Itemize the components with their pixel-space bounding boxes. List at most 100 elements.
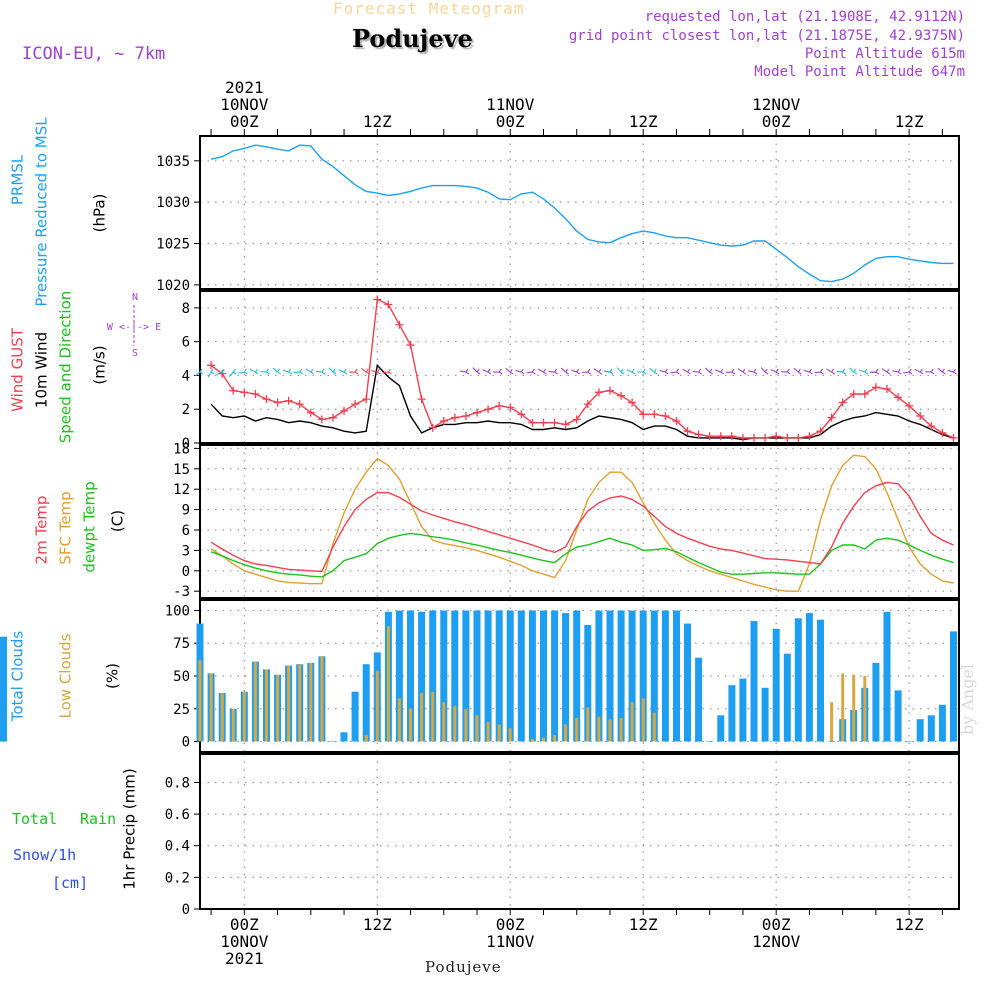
gust-marker xyxy=(484,405,493,414)
x-tick-label-top: 12Z xyxy=(629,112,658,131)
gust-marker xyxy=(262,395,271,404)
wind-direction-arrow xyxy=(869,368,880,375)
total-cloud-bar xyxy=(828,741,836,742)
gust-marker xyxy=(894,393,903,402)
y-tick-label: 0 xyxy=(182,436,190,452)
wind-direction-arrow xyxy=(315,368,326,375)
gust-marker xyxy=(439,417,448,426)
gust-marker xyxy=(417,395,426,404)
low-cloud-bar xyxy=(486,721,490,742)
total-cloud-bar xyxy=(540,610,547,742)
total-cloud-bar xyxy=(606,610,614,742)
low-cloud-bar xyxy=(508,728,512,742)
axis-label-precip: 1hr Precip (mm) xyxy=(121,768,139,889)
y-tick-label: 0 xyxy=(182,564,190,580)
total-cloud-bar xyxy=(0,636,7,742)
axis-label-ms: (m/s) xyxy=(91,345,109,384)
total-cloud-bar xyxy=(528,610,536,742)
wind-direction-arrow xyxy=(538,368,547,375)
y-tick-label: 75 xyxy=(173,636,190,652)
legend-rain: Rain xyxy=(80,810,116,828)
wind-direction-arrow xyxy=(714,368,725,375)
wind-direction-arrow xyxy=(814,368,824,375)
low-cloud-bar xyxy=(242,691,246,742)
total-cloud-bar xyxy=(506,610,514,742)
gust-marker xyxy=(882,384,891,393)
low-cloud-bar xyxy=(220,693,224,742)
total-cloud-bar xyxy=(407,610,414,742)
gust-marker xyxy=(351,400,360,409)
low-cloud-bar xyxy=(453,706,457,742)
x-tick-label-bottom: 00Z xyxy=(496,915,525,934)
wind-direction-arrow xyxy=(692,368,702,375)
wind-direction-arrow xyxy=(649,367,658,375)
y-tick-label: 6 xyxy=(182,335,190,351)
wind-direction-arrow xyxy=(472,367,481,375)
gust-marker xyxy=(306,408,315,417)
low-cloud-bar xyxy=(553,735,557,742)
wind-direction-arrow xyxy=(207,368,215,378)
axis-label-pressure: Pressure Reduced to MSL xyxy=(33,117,51,307)
x-tick-label-bottom: 00Z xyxy=(230,915,259,934)
gust-marker xyxy=(727,432,736,441)
panel-frame xyxy=(199,444,960,599)
wind-direction-arrow xyxy=(826,368,835,375)
gust-marker xyxy=(229,386,238,395)
gust-marker xyxy=(683,427,692,436)
total-cloud-bar xyxy=(573,610,581,742)
axis-label-gust: Wind GUST xyxy=(9,327,27,412)
total-cloud-bar xyxy=(794,618,802,742)
y-tick-label: 4 xyxy=(182,368,190,384)
gust-marker xyxy=(938,428,947,437)
wind-direction-arrow xyxy=(914,368,924,375)
wind-direction-arrow xyxy=(505,367,514,375)
wind-direction-arrow xyxy=(593,368,603,375)
y-tick-label: 2 xyxy=(182,402,190,418)
x-tick-label-top: 11NOV xyxy=(486,95,535,114)
total-cloud-bar xyxy=(772,628,780,742)
low-cloud-bar xyxy=(276,674,280,742)
low-cloud-bar xyxy=(652,712,656,742)
wind-direction-arrow xyxy=(760,367,769,375)
panel-frame xyxy=(199,135,960,290)
total-cloud-bar xyxy=(817,619,824,742)
wind-direction-arrow xyxy=(803,368,813,375)
wind-direction-arrow xyxy=(570,368,581,375)
total-cloud-bar xyxy=(639,610,647,742)
y-tick-label: 0 xyxy=(182,735,190,751)
legend-cm: [cm] xyxy=(52,874,88,892)
x-tick-label-top: 2021 xyxy=(225,78,264,97)
y-tick-label: 8 xyxy=(182,301,190,317)
gust-marker xyxy=(794,433,803,442)
total-cloud-bar xyxy=(673,610,680,742)
dewpoint-line xyxy=(210,532,954,578)
total-cloud-bar xyxy=(617,610,625,742)
wind-direction-arrow xyxy=(482,368,492,375)
y-tick-label: 1030 xyxy=(156,195,190,211)
total-cloud-bar xyxy=(484,610,492,742)
wind-direction-arrow xyxy=(925,368,935,375)
wind-direction-arrow xyxy=(626,368,636,375)
low-cloud-bar xyxy=(265,669,268,742)
wind-direction-arrow xyxy=(947,368,957,375)
x-tick-label-top: 00Z xyxy=(762,112,791,131)
gust-marker xyxy=(639,410,648,419)
total-cloud-bar xyxy=(440,610,448,742)
wind-direction-arrow xyxy=(194,368,204,377)
gust-marker xyxy=(251,390,260,399)
total-cloud-bar xyxy=(883,611,891,742)
wind-direction-arrow xyxy=(836,368,846,375)
gust-marker xyxy=(650,410,659,419)
panel-frame xyxy=(199,290,960,444)
x-tick-label-top: 00Z xyxy=(230,112,259,131)
low-cloud-bar xyxy=(198,660,202,742)
wind-direction-arrow xyxy=(260,368,270,375)
y-tick-label: 0.6 xyxy=(165,807,190,823)
gust-marker xyxy=(783,433,792,442)
x-tick-label-bottom: 12NOV xyxy=(752,932,801,951)
gust-marker xyxy=(750,433,759,442)
main-title: Forecast Meteogram xyxy=(333,0,525,18)
total-cloud-bar xyxy=(562,613,570,742)
low-cloud-bar xyxy=(231,708,235,742)
low-cloud-bar xyxy=(619,717,623,742)
